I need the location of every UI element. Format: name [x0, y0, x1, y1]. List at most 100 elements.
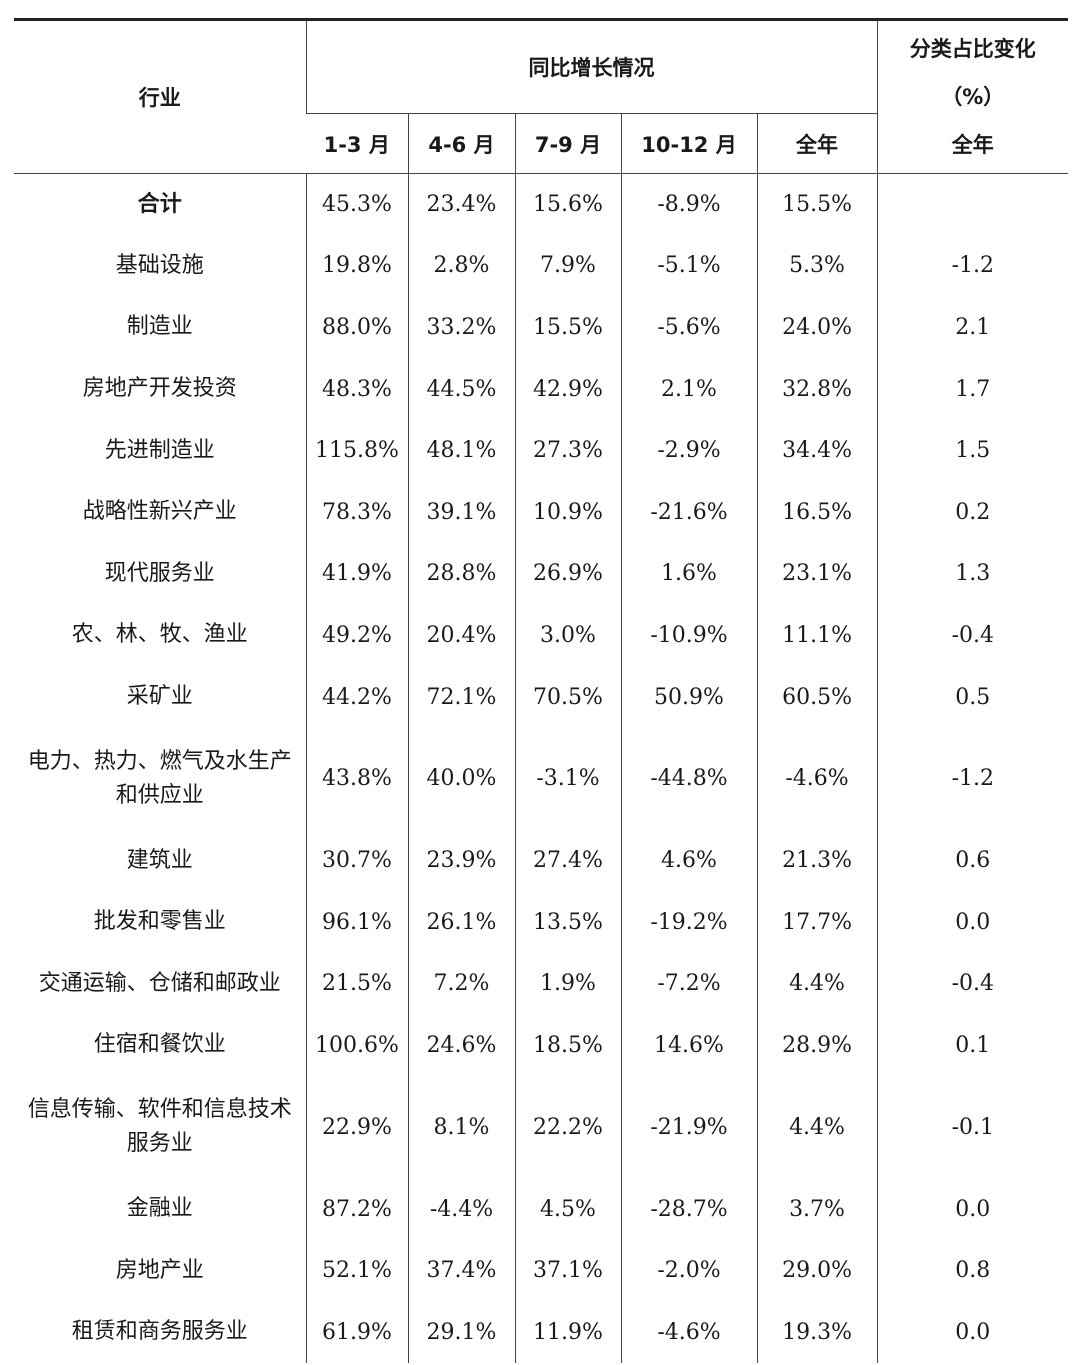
table-row: 建筑业 30.7% 23.9% 27.4% 4.6% 21.3% 0.6	[14, 829, 1069, 892]
growth-value-cell: 115.8%	[305, 419, 408, 482]
growth-value-cell: 39.1%	[407, 481, 515, 544]
share-change-cell: 0.0	[876, 891, 1069, 954]
growth-value-cell: 44.2%	[305, 666, 408, 728]
table-row: 交通运输、仓储和邮政业 21.5% 7.2% 1.9% -7.2% 4.4% -0.4	[14, 953, 1069, 1015]
share-change-cell: 1.7	[876, 358, 1069, 420]
growth-value-cell: 4.4%	[756, 953, 878, 1015]
growth-value-cell: 43.8%	[305, 727, 408, 830]
growth-value-cell: 30.7%	[305, 829, 408, 892]
share-change-cell: -0.4	[876, 604, 1069, 667]
growth-value-cell: -8.9%	[620, 173, 757, 236]
growth-value-cell: 87.2%	[305, 1178, 408, 1240]
growth-value-cell: 45.3%	[305, 173, 408, 236]
growth-value-cell: 1.6%	[620, 543, 757, 605]
growth-value-cell: 8.1%	[407, 1076, 515, 1179]
period-header: 10-12 月	[620, 113, 757, 174]
growth-value-cell: 61.9%	[305, 1301, 408, 1363]
period-header: 4-6 月	[407, 113, 515, 174]
growth-value-cell: 15.5%	[756, 173, 878, 236]
growth-value-cell: 20.4%	[407, 604, 515, 667]
growth-value-cell: 78.3%	[305, 481, 408, 544]
share-change-cell: 0.8	[876, 1239, 1069, 1302]
growth-value-cell: 28.9%	[756, 1014, 878, 1077]
growth-value-cell: 4.4%	[756, 1076, 878, 1179]
growth-value-cell: 11.9%	[514, 1301, 621, 1363]
growth-value-cell: 29.0%	[756, 1239, 878, 1302]
growth-value-cell: 4.5%	[514, 1178, 621, 1240]
growth-value-cell: 22.9%	[305, 1076, 408, 1179]
growth-value-cell: 21.3%	[756, 829, 878, 892]
growth-value-cell: 72.1%	[407, 666, 515, 728]
growth-value-cell: 24.0%	[756, 296, 878, 359]
industry-name-cell: 战略性新兴产业	[82, 499, 237, 525]
growth-value-cell: 2.1%	[620, 358, 757, 420]
growth-value-cell: 96.1%	[305, 891, 408, 954]
growth-value-cell: -7.2%	[620, 953, 757, 1015]
growth-value-cell: 3.0%	[514, 604, 621, 667]
growth-value-cell: 23.4%	[407, 173, 515, 236]
industry-name-cell: 建筑业	[126, 847, 193, 873]
growth-value-cell: 33.2%	[407, 296, 515, 359]
growth-value-cell: 60.5%	[756, 666, 878, 728]
share-change-cell: 1.3	[876, 543, 1069, 605]
share-change-cell: 0.0	[876, 1301, 1069, 1363]
industry-header: 行业	[14, 18, 306, 174]
table-row: 房地产业 52.1% 37.4% 37.1% -2.0% 29.0% 0.8	[14, 1239, 1069, 1302]
table-row: 采矿业 44.2% 72.1% 70.5% 50.9% 60.5% 0.5	[14, 666, 1069, 728]
growth-value-cell: 16.5%	[756, 481, 878, 544]
growth-value-cell: -10.9%	[620, 604, 757, 667]
growth-value-cell: 88.0%	[305, 296, 408, 359]
growth-value-cell: -3.1%	[514, 727, 621, 830]
industry-name-cell: 交通运输、仓储和邮政业	[38, 970, 281, 996]
growth-value-cell: 24.6%	[407, 1014, 515, 1077]
growth-value-cell: 32.8%	[756, 358, 878, 420]
share-change-cell: 0.0	[876, 1178, 1069, 1240]
growth-value-cell: 14.6%	[620, 1014, 757, 1077]
table-row: 先进制造业 115.8% 48.1% 27.3% -2.9% 34.4% 1.5	[14, 419, 1069, 482]
growth-value-cell: 40.0%	[407, 727, 515, 830]
share-change-cell: 0.1	[876, 1014, 1069, 1077]
growth-value-cell: -2.0%	[620, 1239, 757, 1302]
table-row: 现代服务业 41.9% 28.8% 26.9% 1.6% 23.1% 1.3	[14, 543, 1069, 605]
investment-growth-table: 行业 同比增长情况 分类占比变化 （%） 全年 1-3 月 4-6 月 7-9 …	[14, 18, 1069, 1363]
growth-value-cell: -5.6%	[620, 296, 757, 359]
growth-value-cell: 1.9%	[514, 953, 621, 1015]
growth-value-cell: -44.8%	[620, 727, 757, 830]
growth-value-cell: 22.2%	[514, 1076, 621, 1179]
industry-name-cell: 电力、热力、燃气及水生产和供应业	[27, 748, 292, 808]
growth-value-cell: 15.5%	[514, 296, 621, 359]
table-row: 战略性新兴产业 78.3% 39.1% 10.9% -21.6% 16.5% 0.2	[14, 481, 1069, 544]
growth-value-cell: 28.8%	[407, 543, 515, 605]
growth-value-cell: 4.6%	[620, 829, 757, 892]
growth-value-cell: 70.5%	[514, 666, 621, 728]
growth-value-cell: 13.5%	[514, 891, 621, 954]
growth-value-cell: -21.9%	[620, 1076, 757, 1179]
table-row: 农、林、牧、渔业 49.2% 20.4% 3.0% -10.9% 11.1% -0.4	[14, 604, 1069, 667]
growth-value-cell: 23.1%	[756, 543, 878, 605]
growth-value-cell: 10.9%	[514, 481, 621, 544]
share-change-cell: 0.5	[876, 666, 1069, 728]
growth-value-cell: 37.1%	[514, 1239, 621, 1302]
share-change-cell: 0.2	[876, 481, 1069, 544]
growth-value-cell: 7.9%	[514, 235, 621, 297]
table-row: 基础设施 19.8% 2.8% 7.9% -5.1% 5.3% -1.2	[14, 235, 1069, 297]
growth-value-cell: -21.6%	[620, 481, 757, 544]
share-change-header: 分类占比变化 （%） 全年	[876, 18, 1069, 174]
share-change-cell: -0.4	[876, 953, 1069, 1015]
growth-value-cell: 3.7%	[756, 1178, 878, 1240]
industry-name-cell: 采矿业	[126, 684, 193, 710]
growth-value-cell: 44.5%	[407, 358, 515, 420]
table-body: 合计 45.3% 23.4% 15.6% -8.9% 15.5% 基础设施 19.8% 2.8%…	[14, 173, 1069, 1363]
growth-value-cell: 18.5%	[514, 1014, 621, 1077]
growth-value-cell: 52.1%	[305, 1239, 408, 1302]
growth-value-cell: 41.9%	[305, 543, 408, 605]
table-row: 房地产开发投资 48.3% 44.5% 42.9% 2.1% 32.8% 1.7	[14, 358, 1069, 420]
table-row: 住宿和餐饮业 100.6% 24.6% 18.5% 14.6% 28.9% 0.1	[14, 1014, 1069, 1077]
share-change-cell: 1.5	[876, 419, 1069, 482]
period-header: 7-9 月	[514, 113, 621, 174]
share-change-cell: 0.6	[876, 829, 1069, 892]
table-row: 批发和零售业 96.1% 26.1% 13.5% -19.2% 17.7% 0.0	[14, 891, 1069, 954]
industry-name-cell: 租赁和商务服务业	[71, 1319, 248, 1345]
share-sub-header: 全年	[951, 133, 994, 157]
growth-value-cell: -5.1%	[620, 235, 757, 297]
